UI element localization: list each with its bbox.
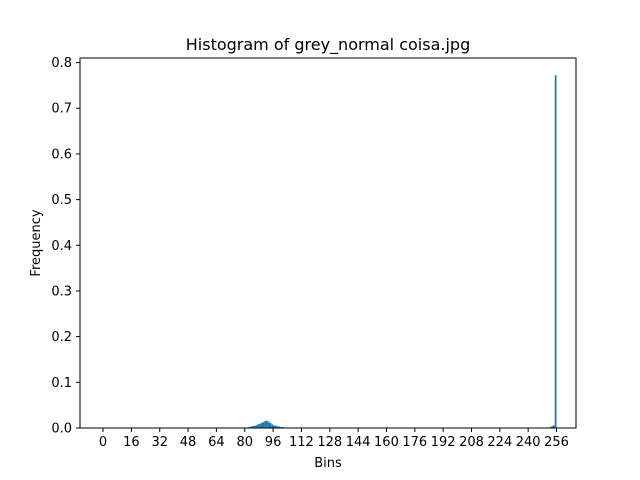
histogram-bar [551,426,553,428]
x-tick-label: 224 [487,435,512,450]
histogram-bar [276,426,279,428]
x-tick-label: 176 [402,435,427,450]
x-axis-ticks: 0 16 32 48 64 80 96 112 128 144 160 176 192 208 224 240… [99,428,569,450]
y-tick-label: 0.3 [51,284,72,299]
histogram-bar [278,426,281,428]
x-tick-label: 0 [99,435,107,450]
histogram-bar [262,422,265,428]
x-tick-label: 112 [289,435,314,450]
histogram-bar [255,425,258,428]
y-tick-label: 0.2 [51,330,72,345]
histogram-bar [250,426,252,428]
x-tick-label: 240 [516,435,541,450]
x-tick-label: 96 [265,435,282,450]
histogram-bar [253,425,256,428]
histogram-bar [271,424,274,428]
histogram-bar [266,420,268,428]
x-tick-label: 208 [459,435,484,450]
histogram-bar [251,426,254,428]
y-axis-ticks: 0.0 0.1 0.2 0.3 0.4 0.5 0.6 0.7 0.8 [51,56,80,437]
plot-frame [79,57,577,429]
x-tick-label: 144 [346,435,371,450]
x-axis-label: Bins [314,456,342,471]
y-tick-label: 0.1 [51,376,72,391]
histogram-bar [258,423,261,428]
y-tick-label: 0.5 [51,193,72,208]
y-axis-label: Frequency [29,209,44,276]
x-tick-label: 48 [180,435,197,450]
y-tick-label: 0.6 [51,147,72,162]
histogram-bar [260,422,263,428]
histogram-bar [552,425,555,428]
histogram-bar [269,422,272,428]
histogram-bars [244,75,557,429]
x-tick-label: 32 [151,435,168,450]
y-tick-label: 0.0 [51,422,72,437]
y-tick-label: 0.8 [51,56,72,71]
x-tick-label: 192 [431,435,456,450]
histogram-bar [257,424,259,428]
histogram-bar [267,421,270,428]
x-tick-label: 80 [236,435,253,450]
y-tick-label: 0.4 [51,239,72,254]
x-tick-label: 160 [374,435,399,450]
histogram-bar [554,75,557,429]
histogram-bar [274,425,277,428]
histogram-bar [273,425,275,428]
chart-title: Histogram of grey_normal coisa.jpg [186,35,470,55]
x-tick-label: 16 [123,435,140,450]
x-tick-label: 64 [208,435,225,450]
x-tick-label: 128 [317,435,342,450]
x-tick-label: 256 [544,435,569,450]
y-tick-label: 0.7 [51,102,72,117]
histogram-bar [264,421,266,428]
